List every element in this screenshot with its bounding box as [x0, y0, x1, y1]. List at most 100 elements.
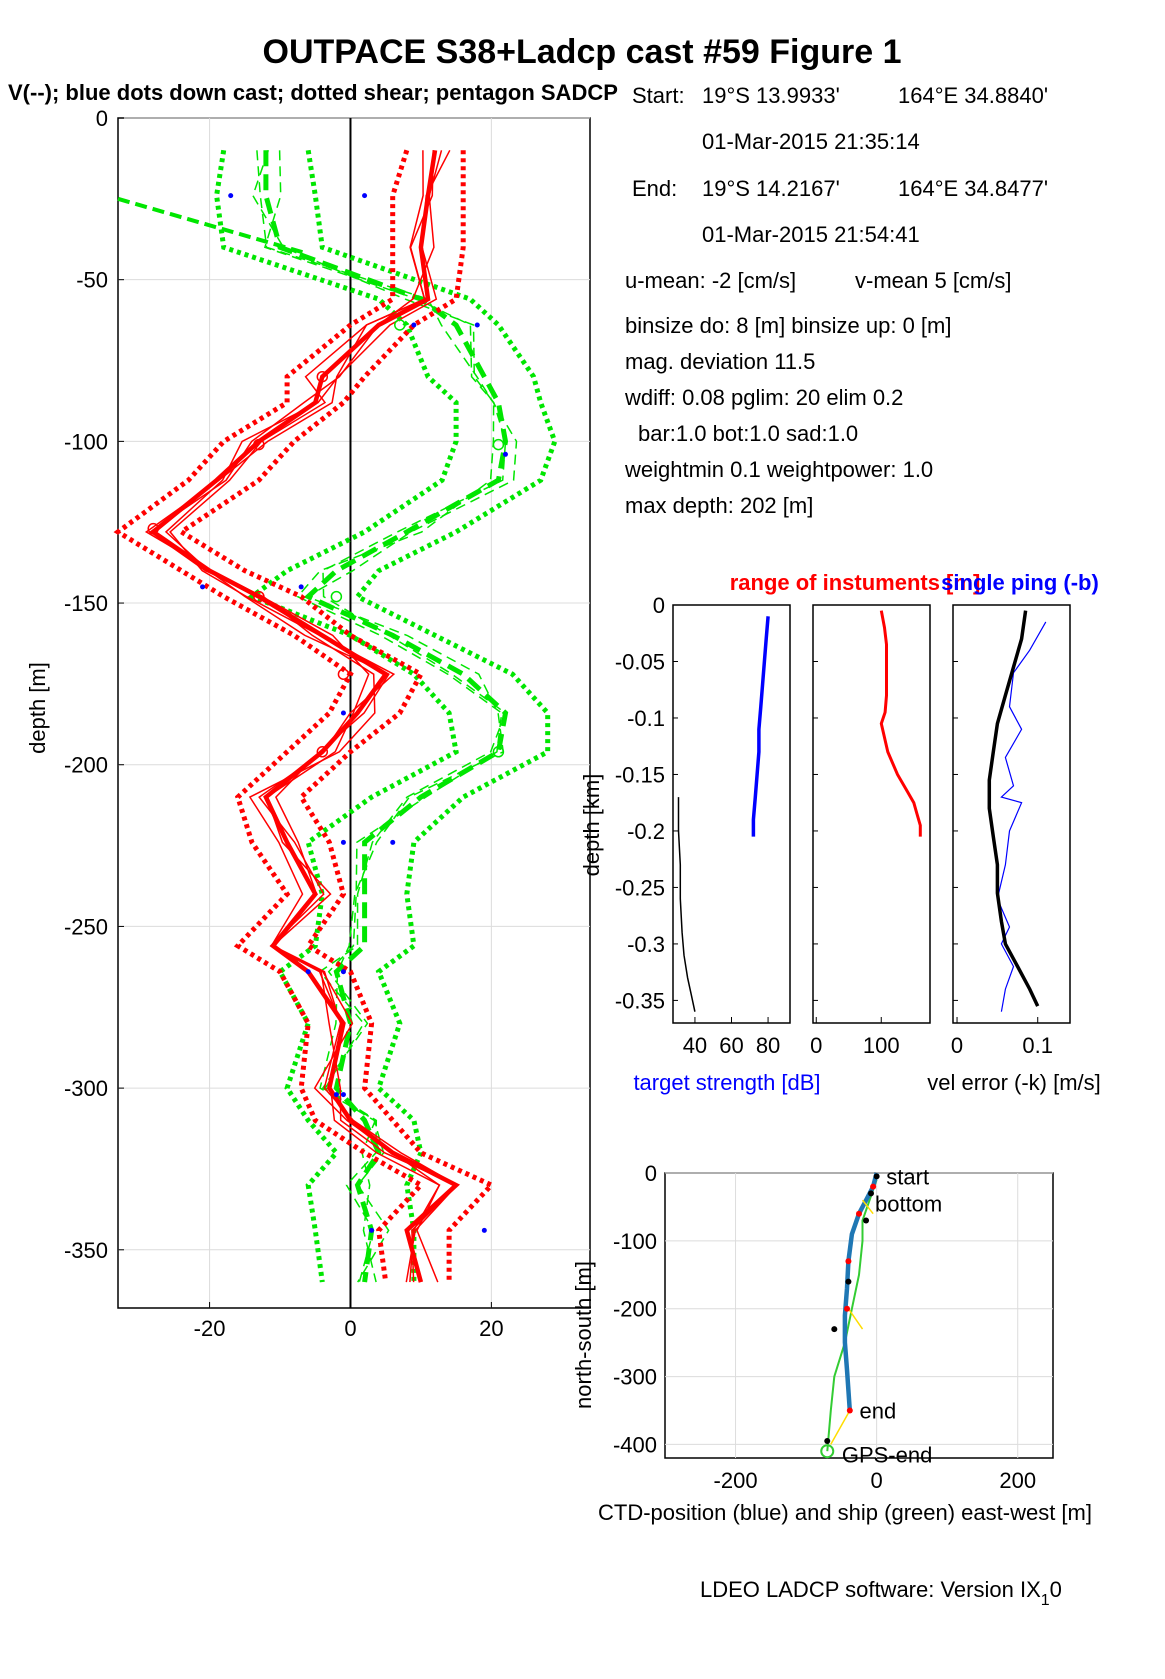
range-line — [879, 610, 922, 837]
x-tick-label: 0 — [871, 1468, 883, 1493]
black-marker — [831, 1326, 838, 1333]
u-sadcp-marker — [316, 746, 329, 758]
u-shear-upper — [176, 150, 496, 1283]
v-profile — [263, 150, 509, 1283]
connector-line — [830, 1410, 851, 1445]
footer: LDEO LADCP software: Version IX10 — [700, 1577, 1062, 1609]
red-marker — [870, 1183, 877, 1190]
black-marker — [863, 1217, 870, 1224]
weight: weightmin 0.1 weightpower: 1.0 — [624, 457, 933, 482]
red-marker — [844, 1305, 851, 1312]
red-marker — [856, 1210, 862, 1217]
red-marker — [846, 1407, 853, 1414]
y-tick-label: -300 — [64, 1076, 108, 1101]
vel-error-line — [987, 610, 1040, 1007]
y-tick-label: -100 — [64, 429, 108, 454]
u-downcast-dot — [411, 322, 417, 328]
figure-title: OUTPACE S38+Ladcp cast #59 Figure 1 — [263, 33, 902, 71]
u-downcast-dot — [362, 193, 368, 199]
single-ping-error-line — [996, 621, 1047, 1012]
v-downcast-dot — [390, 839, 396, 845]
info-block: Start: 19°S 13.9933' 164°E 34.8840' 01-M… — [624, 83, 1048, 518]
y-tick-label: -300 — [613, 1365, 657, 1390]
depth-km-ylabel: depth [km] — [579, 774, 604, 877]
y-tick-label: 0 — [653, 593, 665, 618]
x-tick-label: 0 — [344, 1316, 356, 1341]
x-tick-label: 60 — [719, 1033, 743, 1058]
x-tick-label: 0 — [951, 1033, 963, 1058]
range-panel: 0 100 — [810, 604, 931, 1058]
y-tick-label: -150 — [64, 591, 108, 616]
vel-error-panel: 0 0.1 — [951, 604, 1071, 1058]
x-tick-label: 80 — [756, 1033, 780, 1058]
y-tick-label: -0.15 — [615, 762, 665, 787]
y-tick-label: -200 — [613, 1297, 657, 1322]
u-sadcp-marker — [337, 668, 350, 680]
v-sadcp-marker — [492, 438, 505, 451]
start-lon: 164°E 34.8840' — [898, 83, 1048, 108]
position-label: GPS-end — [842, 1443, 933, 1468]
wdiff: wdiff: 0.08 pglim: 20 elim 0.2 — [624, 385, 903, 410]
target-strength-panel: 40 60 80 0 -0.05 -0.1 -0.15 -0.2 -0.25 -0.3 -0.35 — [615, 593, 791, 1058]
u-sadcp-marker — [253, 590, 265, 603]
velocity-profile-panel: -20 0 200-50-100-150-200-250-300-350 — [64, 106, 591, 1341]
x-tick-label: 0.1 — [1022, 1033, 1053, 1058]
u-downcast-dot — [340, 839, 346, 845]
y-tick-label: -50 — [76, 268, 108, 293]
position-label: start — [886, 1164, 929, 1189]
plot-frame — [812, 604, 931, 1024]
v-downcast-dot — [340, 969, 346, 975]
ship-track — [826, 1179, 878, 1452]
x-tick-label: 200 — [999, 1468, 1036, 1493]
start-lat: 19°S 13.9933' — [702, 83, 840, 108]
u-downcast-dot — [340, 710, 346, 716]
v-downcast-dot — [228, 193, 234, 199]
x-tick-label: -200 — [714, 1468, 758, 1493]
u-downcast-dot — [333, 1092, 339, 1098]
y-tick-label: -350 — [64, 1238, 108, 1263]
end-lon: 164°E 34.8477' — [898, 176, 1048, 201]
connector-line — [847, 1308, 864, 1330]
v-sadcp-marker — [330, 590, 343, 603]
v-sadcp-marker — [492, 746, 505, 758]
x-tick-label: 100 — [863, 1033, 900, 1058]
end-label: End: — [632, 176, 677, 201]
y-tick-label: 0 — [96, 106, 108, 131]
y-tick-label: -200 — [64, 753, 108, 778]
y-tick-label: 0 — [645, 1161, 657, 1186]
y-tick-label: -0.25 — [615, 875, 665, 900]
u-downcast-dot — [305, 969, 311, 975]
north-south-ylabel: north-south [m] — [571, 1261, 596, 1409]
start-label: Start: — [632, 83, 685, 108]
end-lat: 19°S 14.2167' — [702, 176, 840, 201]
u-mean: u-mean: -2 [cm/s] — [625, 268, 796, 293]
y-tick-label: -0.3 — [627, 932, 665, 957]
target-strength-line — [751, 616, 770, 837]
x-tick-label: 40 — [683, 1033, 707, 1058]
black-marker — [845, 1278, 852, 1285]
x-tick-label: 0 — [810, 1033, 822, 1058]
end-time: 01-Mar-2015 21:54:41 — [702, 222, 920, 247]
u-sadcp-marker — [253, 438, 265, 451]
vel-error-xlabel: vel error (-k) [m/s] — [927, 1070, 1101, 1095]
black-marker — [824, 1438, 831, 1445]
v-sadcp-marker — [394, 319, 406, 331]
y-tick-label: -0.35 — [615, 988, 665, 1013]
u-sadcp-marker — [316, 370, 329, 383]
target-strength-xlabel: target strength [dB] — [633, 1070, 820, 1095]
bar: bar:1.0 bot:1.0 sad:1.0 — [638, 421, 858, 446]
gps-end-marker — [820, 1444, 835, 1459]
v-shear-upper — [305, 149, 558, 1283]
figure-subtitle: V(--); blue dots down cast; dotted shear… — [8, 80, 618, 105]
plot-frame — [952, 604, 1071, 1024]
y-tick-label: -0.2 — [627, 819, 665, 844]
single-ping-title: single ping (-b) — [941, 570, 1099, 595]
u-profile-variant — [164, 149, 451, 1283]
v-surface-line — [117, 196, 309, 256]
y-tick-label: -400 — [613, 1432, 657, 1457]
target-strength-bottom-line — [677, 797, 696, 1012]
v-downcast-dot — [298, 584, 304, 590]
u-profile — [149, 149, 461, 1283]
v-downcast-dot — [502, 451, 508, 457]
